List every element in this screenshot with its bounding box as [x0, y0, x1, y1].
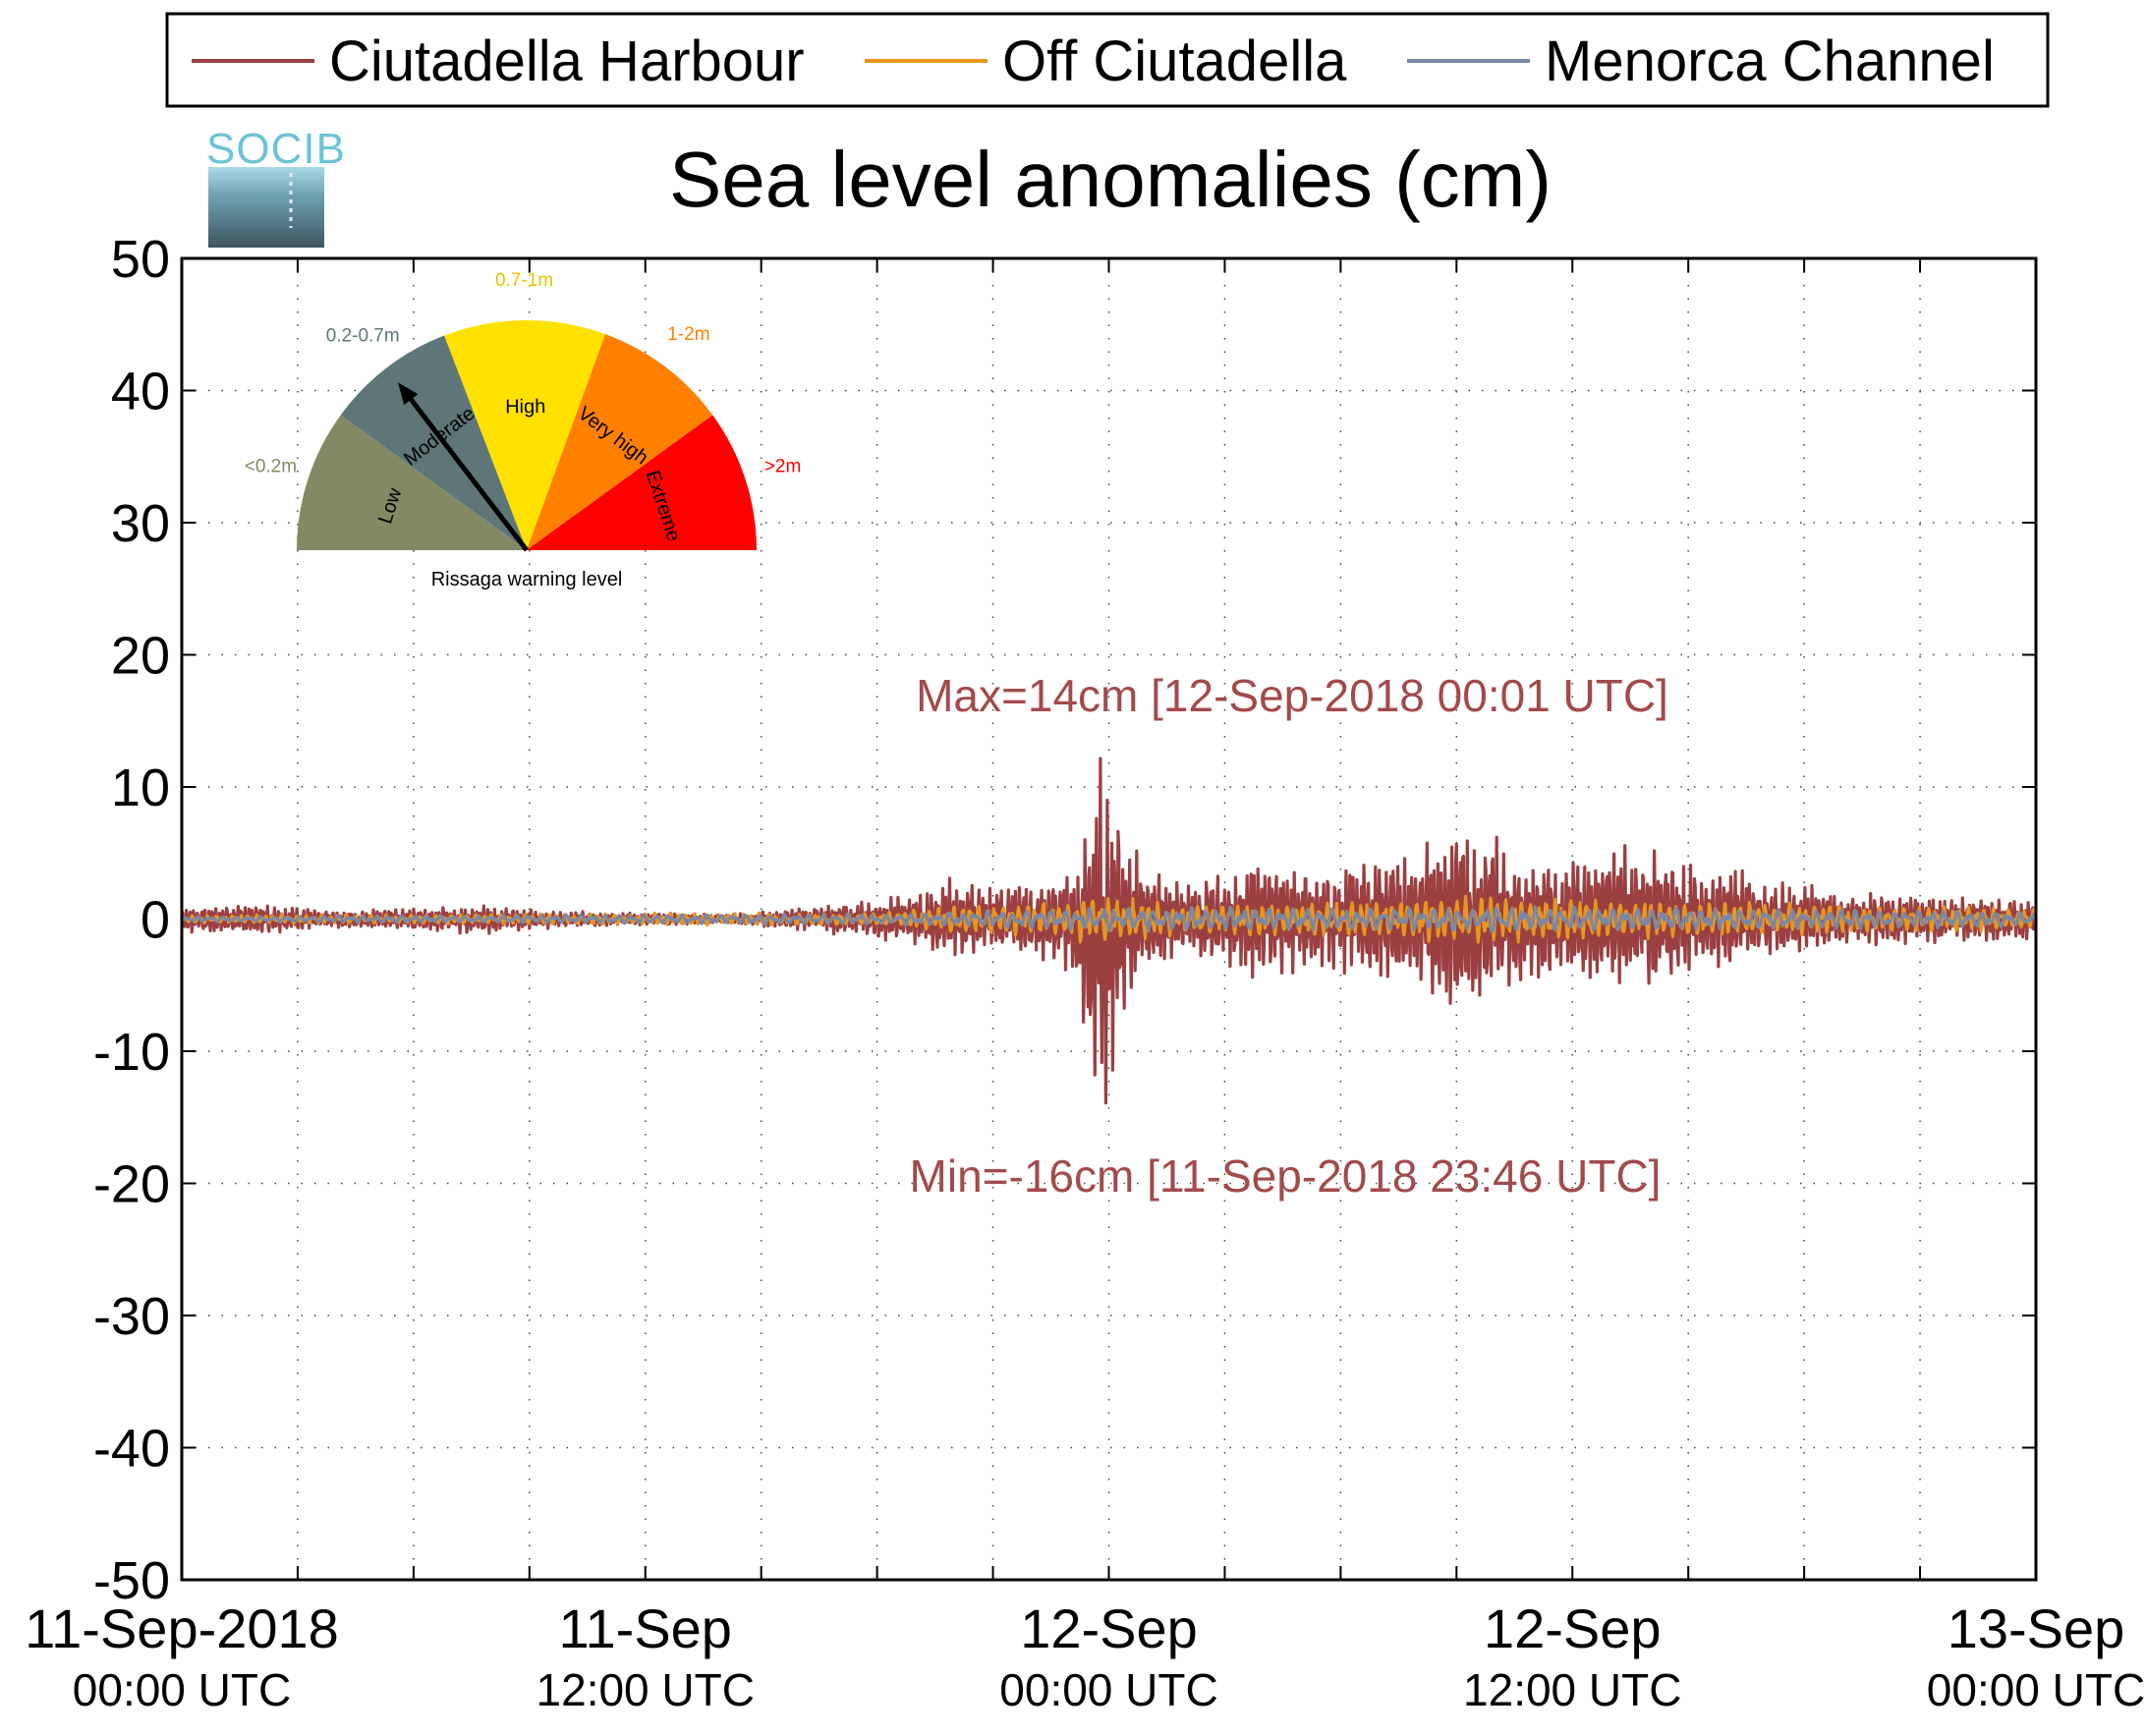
y-tick-label: 30: [111, 494, 170, 553]
x-tick-label-time: 00:00 UTC: [73, 1664, 291, 1715]
grid: [182, 258, 2036, 1580]
socib-logo: SOCIB: [206, 125, 346, 248]
y-axis-ticks: 50 40 30 20 10 0 -10 -20 -30 -40 -50: [93, 230, 170, 1610]
y-tick-label: -20: [93, 1155, 170, 1214]
x-tick-label-time: 00:00 UTC: [1927, 1664, 2145, 1715]
gauge-range-moderate: 0.2-0.7m: [326, 326, 400, 347]
plot-frame: [180, 256, 2038, 1582]
y-tick-label: -10: [93, 1023, 170, 1082]
x-tick-label-date: 12-Sep: [1020, 1597, 1198, 1659]
y-tick-label: 0: [141, 891, 170, 950]
legend-label-ciutadella-harbour: Ciutadella Harbour: [329, 29, 805, 93]
legend: Ciutadella Harbour Off Ciutadella Menorc…: [165, 12, 2050, 108]
y-tick-label: 20: [111, 627, 170, 686]
y-tick-label: -50: [93, 1551, 170, 1610]
legend-label-off-ciutadella: Off Ciutadella: [1002, 29, 1347, 93]
y-tick-label: -30: [93, 1287, 170, 1346]
x-tick-label-time: 00:00 UTC: [999, 1664, 1217, 1715]
gauge-caption: Rissaga warning level: [431, 569, 623, 590]
y-tick-label: -40: [93, 1420, 170, 1479]
x-tick-label-date: 11-Sep-2018: [25, 1597, 339, 1659]
gauge-segment-low: [297, 415, 527, 550]
y-tick-label: 40: [111, 363, 170, 421]
gauge-range-low: <0.2m: [245, 456, 297, 476]
gauge-range-extreme: >2m: [764, 456, 802, 476]
gauge-needle-head: [397, 382, 419, 406]
x-tick-label-time: 12:00 UTC: [536, 1664, 755, 1715]
min-annotation: Min=-16cm [11-Sep-2018 23:46 UTC]: [910, 1150, 1662, 1202]
logo-text: SOCIB: [206, 125, 346, 173]
x-tick-label-date: 12-Sep: [1484, 1597, 1662, 1659]
max-annotation: Max=14cm [12-Sep-2018 00:01 UTC]: [916, 670, 1668, 721]
legend-label-menorca-channel: Menorca Channel: [1545, 29, 1995, 93]
x-tick-label-time: 12:00 UTC: [1463, 1664, 1681, 1715]
gauge-segment-very-high: [527, 334, 713, 550]
gauge-range-very-high: 1-2m: [667, 324, 709, 345]
series-menorca-channel: [182, 905, 2036, 933]
y-tick-label: 10: [111, 758, 170, 817]
gauge-range-high: 0.7-1m: [495, 270, 553, 291]
x-tick-label-date: 11-Sep: [559, 1597, 732, 1659]
y-tick-label: 50: [111, 230, 170, 289]
chart-title: Sea level anomalies (cm): [669, 136, 1552, 223]
gauge-segment-moderate: [340, 335, 527, 550]
gauge-needle: [409, 398, 529, 552]
x-tick-label-date: 13-Sep: [1947, 1597, 2125, 1659]
gauge-segment-extreme: [527, 415, 757, 550]
series-layer: [182, 756, 2036, 1105]
gauge-segment-high: [444, 320, 606, 550]
gauge-label-high: High: [505, 396, 545, 418]
